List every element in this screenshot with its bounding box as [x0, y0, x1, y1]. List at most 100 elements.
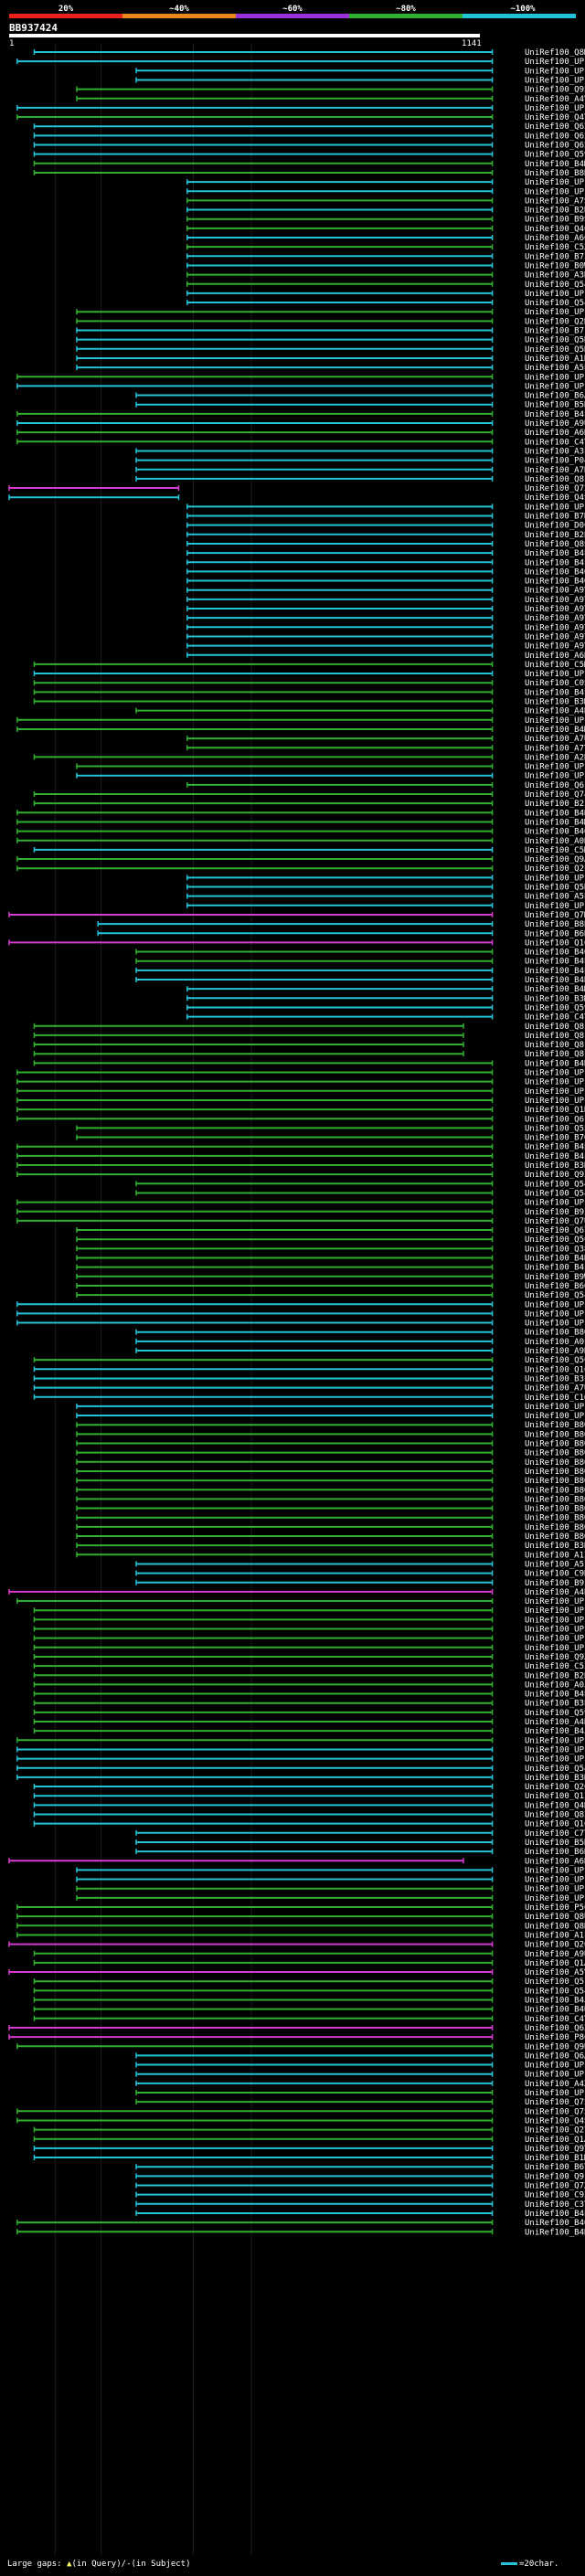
hit-label[interactable]: UniRef100_B8Q7M8	[525, 1421, 585, 1430]
hit-row[interactable]: UniRef100_B3NTS7	[76, 1542, 585, 1551]
hit-row[interactable]: UniRef100_B8Q7L4	[76, 1449, 585, 1458]
hit-label[interactable]: UniRef100_B4P7M2	[525, 549, 585, 558]
hit-label[interactable]: UniRef100_Q54W36	[525, 1291, 585, 1300]
hit-label[interactable]: UniRef100_Q6A7J3	[525, 2051, 585, 2061]
hit-label[interactable]: UniRef100_UP1000...	[525, 772, 585, 781]
hit-label[interactable]: UniRef100_B8Q7M0	[525, 1430, 585, 1439]
hit-row[interactable]: UniRef100_Q55B53	[76, 1124, 585, 1133]
hit-row[interactable]: UniRef100_Q54EL4	[16, 1765, 585, 1774]
hit-row[interactable]: UniRef100_UP1000...	[16, 1597, 585, 1606]
hit-row[interactable]: UniRef100_Q2CM68	[33, 1783, 585, 1792]
hit-label[interactable]: UniRef100_Q5CYS3	[525, 1235, 585, 1245]
hit-row[interactable]: UniRef100_UP1000...	[186, 902, 585, 911]
hit-row[interactable]: UniRef100_UP1000...	[16, 1078, 585, 1087]
hit-row[interactable]: UniRef100_UP1000...	[16, 58, 585, 67]
hit-label[interactable]: UniRef100_UP1000...	[525, 67, 585, 76]
hit-row[interactable]: UniRef100_B7IB15	[186, 252, 585, 261]
hit-label[interactable]: UniRef100_Q8ILV0	[525, 475, 585, 484]
hit-label[interactable]: UniRef100_B4U5E2	[525, 2006, 585, 2015]
hit-row[interactable]: UniRef100_Q4K5J4	[33, 1801, 585, 1810]
hit-label[interactable]: UniRef100_A9YL10	[525, 596, 585, 605]
hit-label[interactable]: UniRef100_B8Q7L3	[525, 1458, 585, 1468]
hit-label[interactable]: UniRef100_A1L1P7	[525, 1931, 585, 1940]
hit-row[interactable]: UniRef100_A0NBJ5	[16, 837, 585, 846]
hit-label[interactable]: UniRef100_UP1000...	[525, 1894, 585, 1903]
hit-label[interactable]: UniRef100_UP1000...	[525, 1745, 585, 1754]
hit-row[interactable]: UniRef100_Q4SH25	[16, 2116, 585, 2125]
hit-row[interactable]: UniRef100_Q75EJ2	[135, 2098, 585, 2107]
hit-label[interactable]: UniRef100_B8Q7J5	[525, 1514, 585, 1523]
hit-label[interactable]: UniRef100_B5DUD4	[525, 401, 585, 410]
hit-row[interactable]: UniRef100_B9I233	[135, 1579, 585, 1588]
hit-row[interactable]: UniRef100_Q917K2	[135, 2172, 585, 2181]
hit-label[interactable]: UniRef100_Q5DEJ5	[525, 345, 585, 355]
hit-row[interactable]: UniRef100_B4NFF9	[16, 2228, 585, 2237]
hit-row[interactable]: UniRef100_C9R857	[135, 1570, 585, 1579]
hit-label[interactable]: UniRef100_UP1000...	[525, 290, 585, 299]
hit-label[interactable]: UniRef100_B3MKG8	[525, 698, 585, 707]
hit-label[interactable]: UniRef100_A0J712	[525, 1680, 585, 1690]
hit-label[interactable]: UniRef100_Q75EJ2	[525, 2098, 585, 2107]
hit-label[interactable]: UniRef100_B4NP14	[525, 809, 585, 818]
hit-row[interactable]: UniRef100_Q8ILV0	[135, 475, 585, 484]
hit-label[interactable]: UniRef100_Q59XA5	[525, 1709, 585, 1718]
hit-row[interactable]: UniRef100_Q54R64	[33, 1987, 585, 1996]
hit-label[interactable]: UniRef100_C0SUM9	[525, 679, 585, 688]
hit-row[interactable]: UniRef100_B4JNA1	[33, 1997, 585, 2006]
hit-label[interactable]: UniRef100_B8Q7I7	[525, 1532, 585, 1542]
hit-row[interactable]: UniRef100_B4MT50	[16, 818, 585, 827]
hit-row[interactable]: UniRef100_Q6FYJ7	[16, 1115, 585, 1124]
hit-row[interactable]: UniRef100_UP1000...	[186, 290, 585, 299]
hit-row[interactable]: UniRef100_Q5DEJ5	[76, 345, 585, 355]
hit-label[interactable]: UniRef100_UP1000...	[525, 178, 585, 187]
hit-label[interactable]: UniRef100_B4MUX8	[525, 985, 585, 994]
hit-row[interactable]: UniRef100_UP1000...	[135, 76, 585, 85]
hit-row[interactable]: UniRef100_A0LHD5	[135, 1338, 585, 1347]
hit-row[interactable]: UniRef100_B8Q7J6	[76, 1505, 585, 1514]
hit-label[interactable]: UniRef100_Q9Z0H3	[525, 1171, 585, 1180]
hit-label[interactable]: UniRef100_B0WS53	[525, 261, 585, 270]
hit-label[interactable]: UniRef100_UP1000...	[525, 58, 585, 67]
hit-label[interactable]: UniRef100_B4K6A0	[525, 1059, 585, 1068]
hit-row[interactable]: UniRef100_UP1000...	[16, 104, 585, 113]
hit-label[interactable]: UniRef100_Q81QG1-2	[525, 1023, 585, 1032]
hit-label[interactable]: UniRef100_UP1000...	[525, 1866, 585, 1875]
hit-row[interactable]: UniRef100_Q2LZ59	[16, 864, 585, 874]
hit-row[interactable]: UniRef100_A6NDS8	[186, 652, 585, 661]
hit-label[interactable]: UniRef100_B4N8P9	[525, 976, 585, 985]
hit-label[interactable]: UniRef100_Q2HUT4	[525, 317, 585, 326]
hit-row[interactable]: UniRef100_UP1000...	[33, 1644, 585, 1653]
hit-row[interactable]: UniRef100_B4N8P9	[135, 976, 585, 985]
hit-label[interactable]: UniRef100_Q81QG1-3	[525, 1032, 585, 1041]
hit-row[interactable]: UniRef100_B9WHY7	[76, 1273, 585, 1282]
hit-label[interactable]: UniRef100_Q75YH2	[525, 2107, 585, 2116]
hit-row[interactable]: UniRef100_B8Q7M0	[76, 1430, 585, 1439]
hit-label[interactable]: UniRef100_Q81QG1	[525, 1050, 585, 1059]
hit-row[interactable]: UniRef100_Q62293-3	[33, 132, 585, 141]
hit-label[interactable]: UniRef100_B2ICY5	[525, 800, 585, 809]
hit-row[interactable]: UniRef100_C5MDN0	[33, 846, 585, 855]
hit-row[interactable]: UniRef100_A9YL00	[186, 642, 585, 652]
hit-label[interactable]: UniRef100_B8Q7J6	[525, 1505, 585, 1514]
hit-label[interactable]: UniRef100_B4NFF9	[525, 2228, 585, 2237]
hit-label[interactable]: UniRef100_UP1000...	[525, 1755, 585, 1765]
hit-label[interactable]: UniRef100_C7TT65	[525, 1829, 585, 1839]
hit-label[interactable]: UniRef100_Q5CN76	[525, 1356, 585, 1365]
hit-row[interactable]: UniRef100_P56280	[16, 1903, 585, 1913]
hit-row[interactable]: UniRef100_B2BXY4	[186, 531, 585, 540]
hit-row[interactable]: UniRef100_Q9U964	[16, 2042, 585, 2051]
hit-row[interactable]: UniRef100_UP1000...	[186, 874, 585, 883]
hit-row[interactable]: UniRef100_Q54ZV5	[186, 281, 585, 290]
hit-label[interactable]: UniRef100_A1Z447	[525, 1551, 585, 1560]
hit-row[interactable]: UniRef100_A3NSF7	[186, 271, 585, 281]
hit-row[interactable]: UniRef100_B8Q7M8	[76, 1421, 585, 1430]
hit-row[interactable]: UniRef100_D0C3W2	[186, 522, 585, 531]
hit-row[interactable]: UniRef100_Q54CX3	[186, 299, 585, 308]
hit-row[interactable]: UniRef100_B4L1C3	[33, 688, 585, 697]
hit-label[interactable]: UniRef100_C4Y8Y4	[525, 2015, 585, 2024]
hit-row[interactable]: UniRef100_Q62293	[33, 142, 585, 151]
hit-row[interactable]: UniRef100_A5FYS9	[135, 1560, 585, 1569]
hit-row[interactable]: UniRef100_Q674R4	[76, 1226, 585, 1235]
hit-row[interactable]: UniRef100_C1GDM7	[33, 1394, 585, 1403]
hit-row[interactable]: UniRef100_Q54TT5	[135, 1180, 585, 1189]
